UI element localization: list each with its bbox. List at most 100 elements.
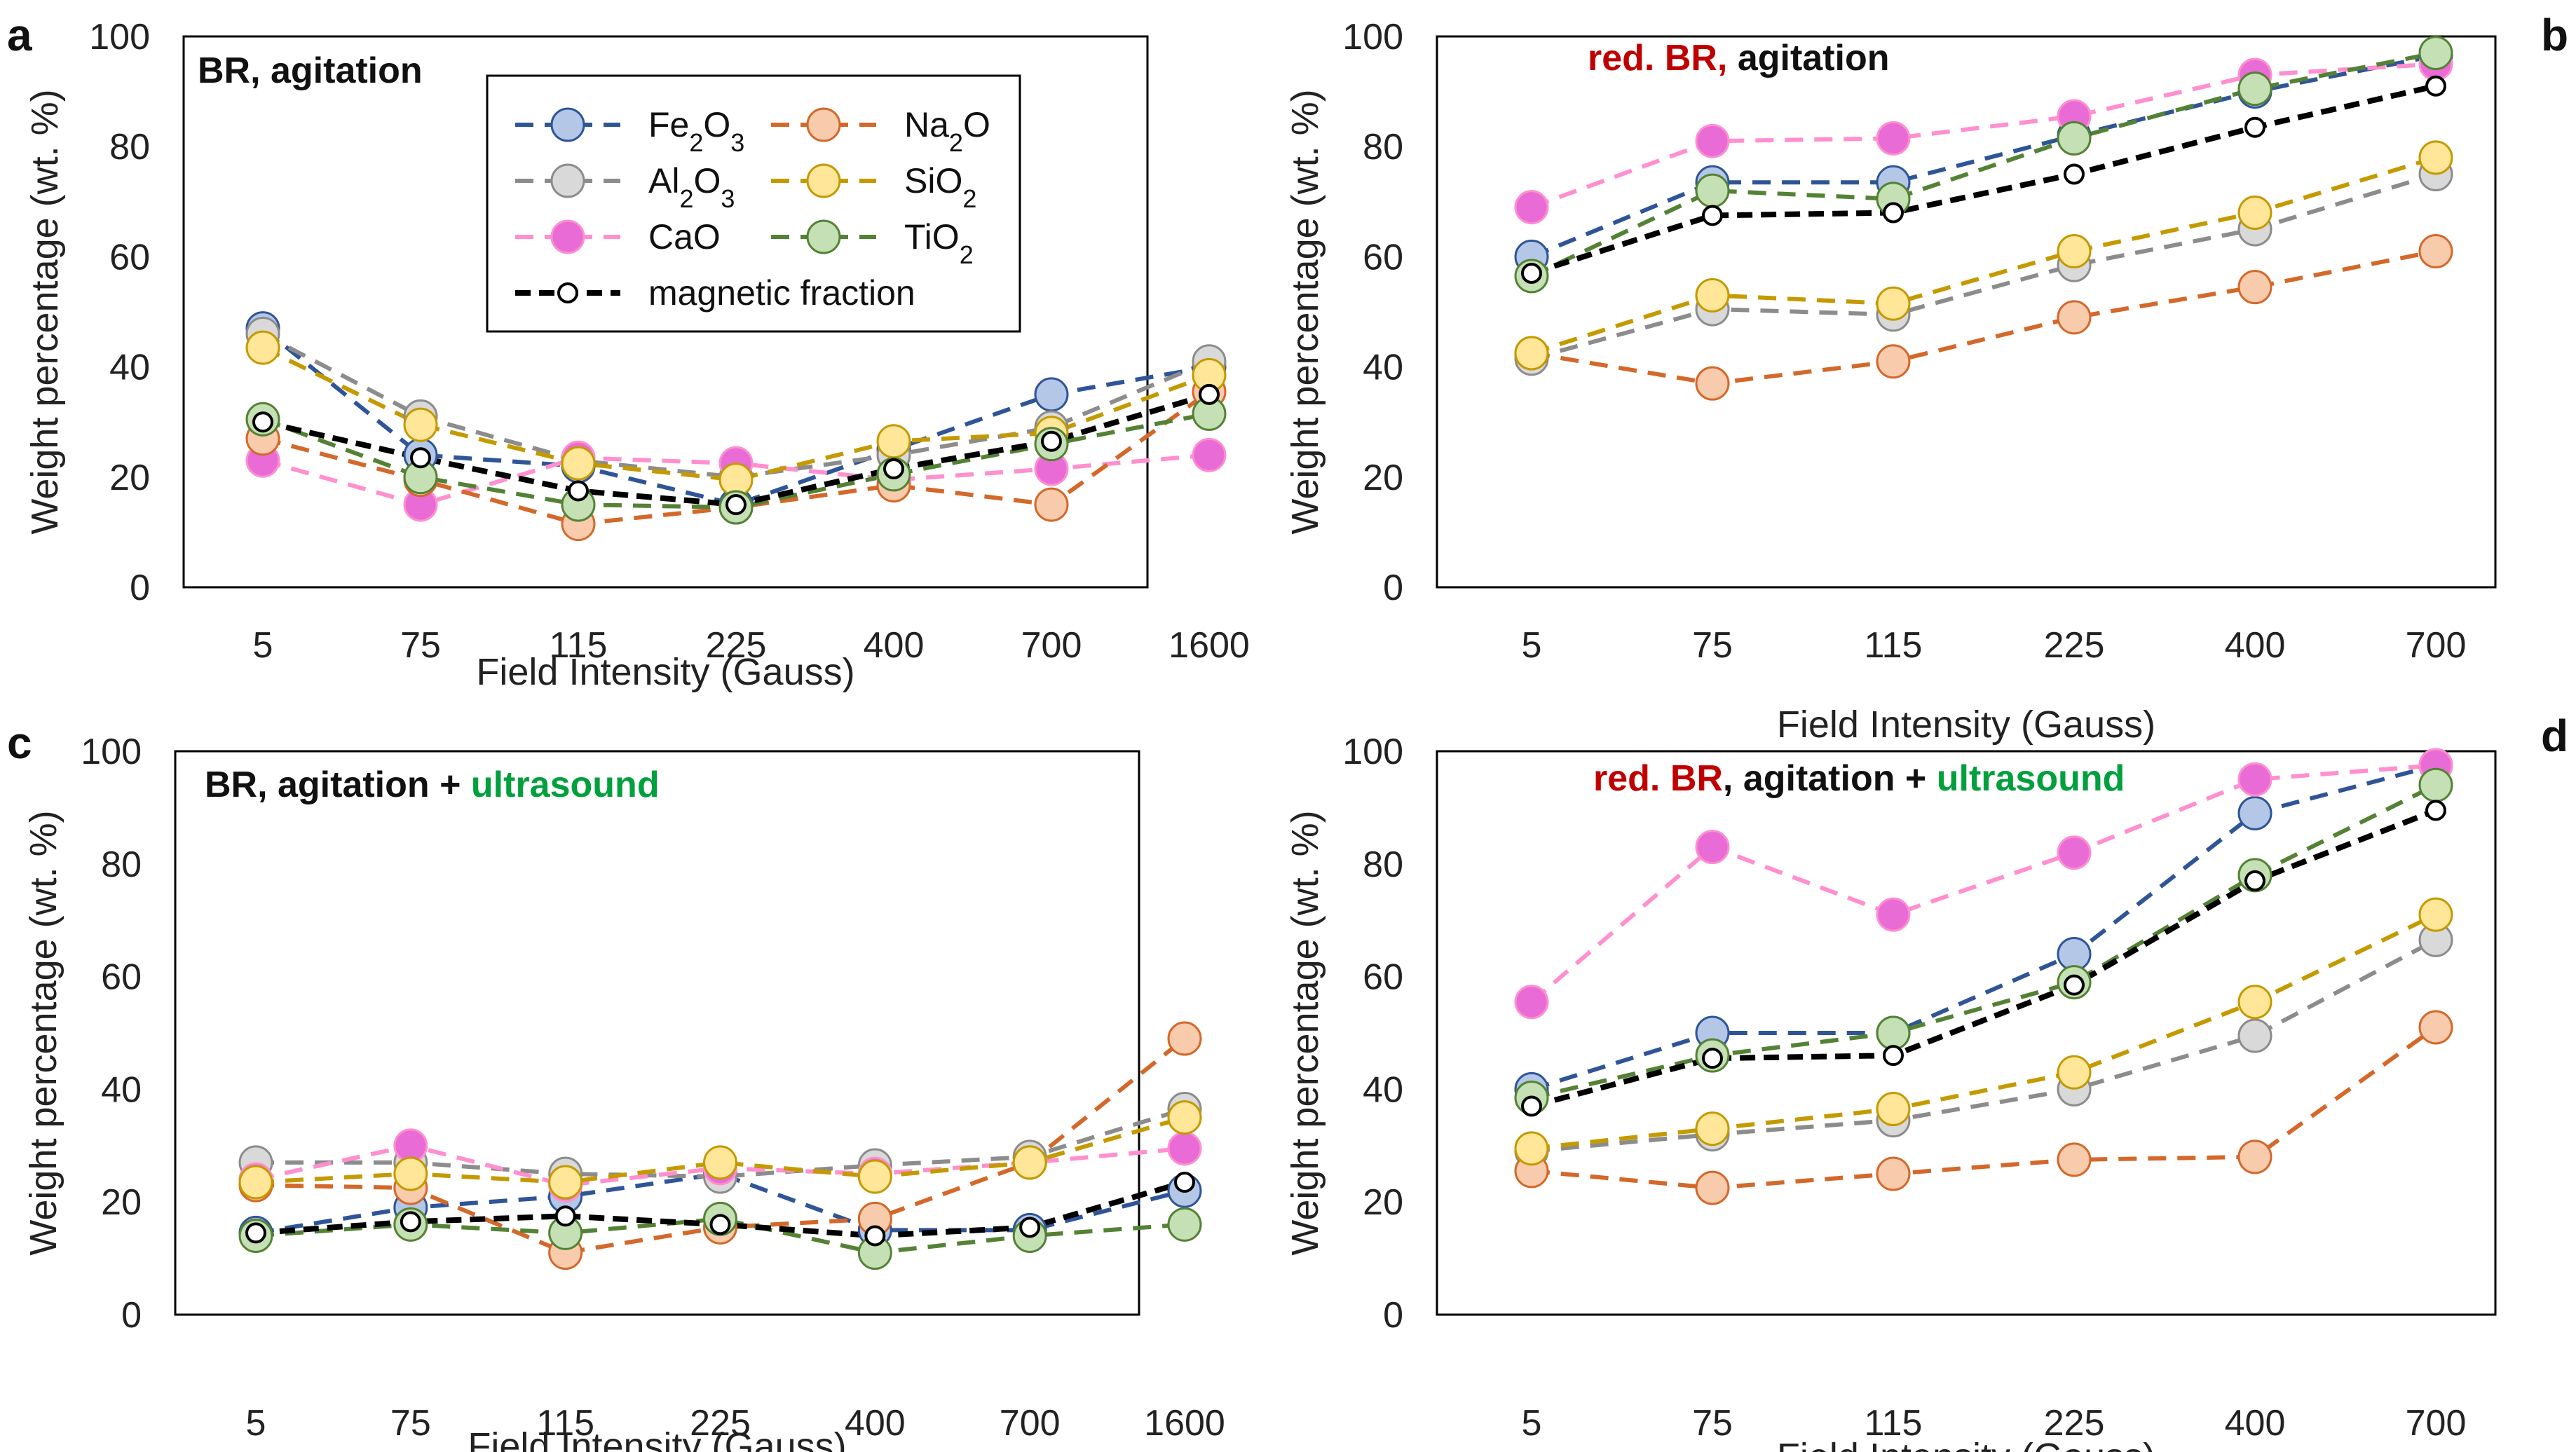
plot-area-frame xyxy=(1436,750,2497,1316)
y-tick-label: 80 xyxy=(1363,127,1403,167)
legend-marker xyxy=(550,219,585,254)
data-point-magnetic-fraction xyxy=(1883,202,1904,224)
legend-label: magnetic fraction xyxy=(648,273,915,313)
y-axis-label: Weight percentage (wt. %) xyxy=(22,810,64,1255)
series-line-fe2o3 xyxy=(1531,763,2437,1092)
y-tick-label: 20 xyxy=(1363,1182,1403,1223)
plot-area-frame xyxy=(1436,35,2497,589)
data-point-fe2o3 xyxy=(1034,377,1069,412)
chart-panel-d: 0 20 40 60 80 100 5 75 115 225 400 700 Field Intensi… xyxy=(1284,711,2568,1452)
data-point-cao xyxy=(1695,830,1730,865)
series-line-cao xyxy=(1530,763,2437,1004)
legend-marker xyxy=(806,219,841,254)
plot-area-frame xyxy=(182,35,1149,589)
data-point-magnetic-fraction xyxy=(725,494,747,516)
data-point-cao xyxy=(1167,1131,1202,1166)
series-line-al2o3 xyxy=(1531,938,2437,1153)
data-point-sio2 xyxy=(1876,286,1911,321)
data-point-sio2 xyxy=(857,1159,892,1194)
data-point-cao xyxy=(1876,897,1911,932)
panel-label: a xyxy=(7,10,32,60)
data-point-sio2 xyxy=(238,1165,273,1200)
data-point-na2o xyxy=(2057,300,2092,335)
x-tick-label: 1600 xyxy=(1144,1403,1225,1444)
data-point-sio2 xyxy=(561,446,596,481)
title-part: BR, agitation + xyxy=(205,765,471,805)
data-point-sio2 xyxy=(876,424,911,459)
x-tick-label: 75 xyxy=(1692,1403,1733,1444)
y-tick-label: 40 xyxy=(1363,348,1403,388)
data-point-cao xyxy=(1876,121,1911,156)
panel-label: d xyxy=(2541,711,2568,761)
data-point-sio2 xyxy=(548,1165,583,1200)
title-part: ultrasound xyxy=(1937,758,2125,799)
legend-label: CaO xyxy=(648,217,721,256)
legend-label: TiO2 xyxy=(904,217,974,269)
x-tick-label: 5 xyxy=(1522,1403,1542,1444)
x-tick-label: 225 xyxy=(2044,625,2105,666)
data-point-sio2 xyxy=(245,330,280,365)
series-line-tio2 xyxy=(1530,50,2437,278)
data-point-sio2 xyxy=(2057,234,2092,269)
series-line-tio2 xyxy=(1531,783,2437,1100)
x-tick-label: 1600 xyxy=(1168,625,1250,666)
data-point-na2o xyxy=(2237,1139,2272,1174)
x-tick-label: 400 xyxy=(2225,625,2286,666)
y-tick-label: 100 xyxy=(1342,732,1403,772)
data-point-magnetic-fraction xyxy=(1041,430,1062,452)
x-tick-label: 5 xyxy=(246,1403,266,1444)
series-line-sio2 xyxy=(1531,912,2437,1151)
legend-marker xyxy=(550,107,585,142)
title-part: BR, agitation xyxy=(198,50,423,91)
data-point-sio2 xyxy=(1514,336,1549,371)
x-tick-label: 115 xyxy=(1865,625,1923,666)
series-line-na2o xyxy=(1531,1025,2437,1191)
data-point-na2o xyxy=(1167,1021,1202,1056)
x-tick-label: 75 xyxy=(400,625,441,666)
chart-panel-b: 0 20 40 60 80 100 5 75 115 225 400 700 Field Intensi… xyxy=(1284,10,2568,746)
legend-marker xyxy=(806,163,841,198)
y-tick-label: 40 xyxy=(101,1069,142,1110)
data-point-sio2 xyxy=(2237,196,2272,231)
data-point-tio2 xyxy=(1167,1207,1202,1242)
data-point-tio2 xyxy=(1695,173,1730,208)
data-point-sio2 xyxy=(1012,1145,1047,1180)
data-point-magnetic-fraction xyxy=(400,1211,421,1233)
y-tick-label: 60 xyxy=(1363,237,1403,278)
title-part: agitation xyxy=(1727,38,1889,78)
data-point-magnetic-fraction xyxy=(1521,262,1542,284)
y-tick-label: 0 xyxy=(130,568,150,608)
data-point-tio2 xyxy=(2418,36,2453,71)
data-point-magnetic-fraction xyxy=(252,411,273,433)
data-point-na2o xyxy=(1876,1156,1911,1191)
data-point-magnetic-fraction xyxy=(2064,974,2085,996)
x-tick-label: 75 xyxy=(1692,625,1733,666)
panel-title: BR, agitation + ultrasound xyxy=(205,765,660,805)
title-part: red. BR xyxy=(1593,758,1723,799)
x-tick-label: 115 xyxy=(550,625,608,666)
x-tick-label: 400 xyxy=(864,625,925,666)
x-axis-label: Field Intensity (Gauss) xyxy=(1777,704,2155,746)
y-tick-label: 60 xyxy=(109,237,150,278)
data-point-magnetic-fraction xyxy=(568,480,589,502)
data-point-magnetic-fraction xyxy=(2244,116,2265,138)
data-point-sio2 xyxy=(1167,1100,1202,1135)
y-axis-label: Weight percentage (wt. %) xyxy=(24,89,66,534)
data-point-magnetic-fraction xyxy=(864,1225,886,1247)
data-point-sio2 xyxy=(1876,1092,1911,1127)
legend-label: Al2O3 xyxy=(648,161,735,213)
data-point-magnetic-fraction xyxy=(1019,1217,1041,1238)
x-tick-label: 400 xyxy=(845,1403,906,1444)
x-tick-label: 225 xyxy=(2044,1403,2105,1444)
chart-panel-a: 0 20 40 60 80 100 5 75 115 225 400 700 1600 Field Int… xyxy=(7,10,1250,693)
data-point-magnetic-fraction xyxy=(2064,163,2085,185)
data-point-sio2 xyxy=(1695,278,1730,313)
data-point-al2o3 xyxy=(2237,1018,2272,1053)
y-tick-label: 100 xyxy=(1342,17,1403,57)
legend-marker xyxy=(550,163,585,198)
x-tick-label: 5 xyxy=(1522,625,1542,666)
data-point-sio2 xyxy=(393,1156,428,1191)
plot-area-frame xyxy=(174,750,1140,1316)
data-point-tio2 xyxy=(2418,767,2453,802)
